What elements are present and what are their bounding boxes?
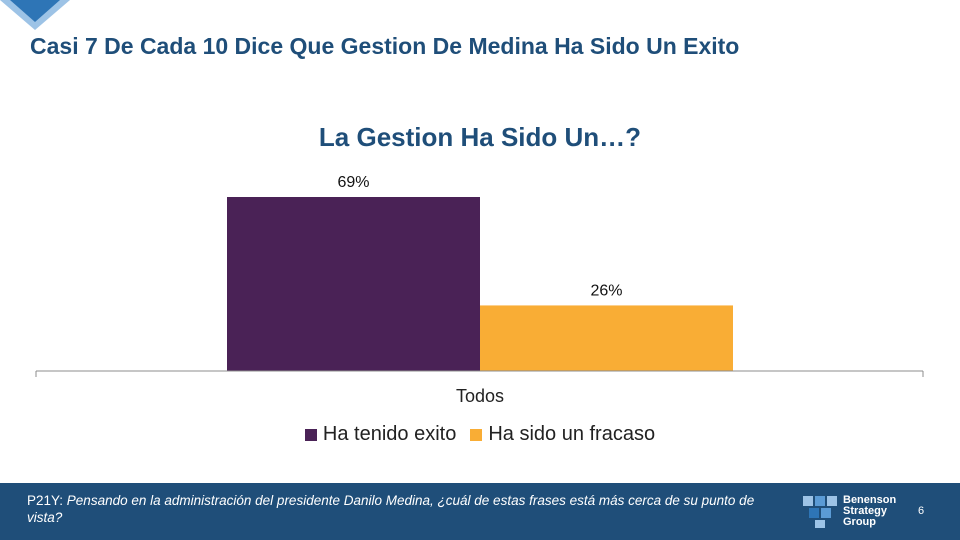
- slide-title: Casi 7 De Cada 10 Dice Que Gestion De Me…: [30, 33, 740, 59]
- page-number: 6: [918, 505, 925, 517]
- brand-line-2: Strategy: [843, 504, 888, 517]
- brand-name: Benenson Strategy Group: [843, 493, 897, 528]
- legend-label-fracaso: Ha sido un fracaso: [488, 423, 656, 445]
- question-note: P21Y: Pensando en la administración del …: [27, 492, 787, 526]
- benenson-logo-icon: [803, 496, 837, 528]
- data-label-exito: 69%: [337, 174, 369, 191]
- bar-chart: 69% 26% Todos: [35, 174, 924, 406]
- bar-exito: [227, 197, 480, 371]
- category-label-0: Todos: [456, 386, 504, 406]
- legend-swatch-exito: [304, 428, 317, 441]
- question-text: Pensando en la administración del presid…: [27, 493, 755, 525]
- brand-line-3: Group: [843, 515, 876, 528]
- chart-legend: Ha tenido exito Ha sido un fracaso: [0, 423, 960, 446]
- question-code: P21Y:: [27, 493, 64, 508]
- bar-fracaso: [480, 305, 733, 371]
- data-label-fracaso: 26%: [590, 282, 622, 299]
- legend-swatch-fracaso: [470, 428, 483, 441]
- legend-item-exito: Ha tenido exito: [304, 423, 457, 446]
- footer-bar: P21Y: Pensando en la administración del …: [0, 483, 960, 540]
- legend-label-exito: Ha tenido exito: [322, 423, 457, 445]
- corner-chevron-decoration: [0, 0, 70, 30]
- brand-line-1: Benenson: [843, 493, 897, 506]
- brand-block: Benenson Strategy Group: [803, 493, 896, 529]
- legend-item-fracaso: Ha sido un fracaso: [470, 423, 655, 446]
- chart-title: La Gestion Ha Sido Un…?: [318, 122, 642, 152]
